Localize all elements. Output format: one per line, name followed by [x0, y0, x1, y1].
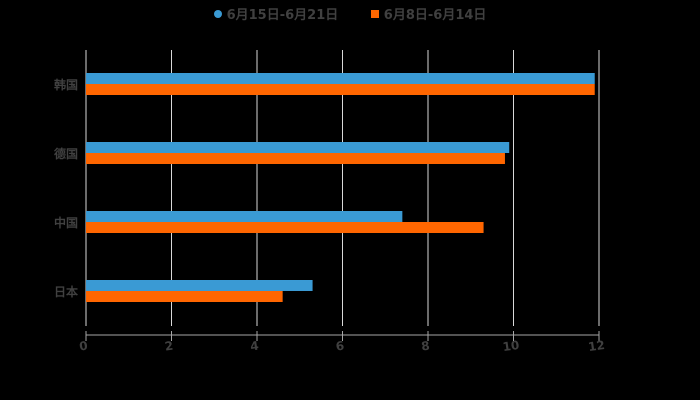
legend-dot-icon [213, 9, 222, 18]
x-tick-label: 10 [502, 338, 520, 354]
bar-series1 [86, 73, 595, 84]
category-label: 中国 [54, 215, 78, 230]
legend-item-series2[interactable]: 6月8日-6月14日 [370, 4, 487, 23]
x-tick-label: 12 [587, 338, 605, 354]
legend-item-series1[interactable]: 6月15日-6月21日 [213, 4, 339, 23]
bar-series1 [86, 142, 510, 153]
bar-series1 [86, 280, 313, 291]
x-tick-label: 4 [249, 339, 259, 354]
bar-series2 [86, 153, 505, 164]
x-tick-label: 6 [335, 339, 345, 354]
legend-label-series1: 6月15日-6月21日 [226, 8, 339, 23]
category-label: 德国 [54, 146, 78, 161]
chart-legend: 6月15日-6月21日 6月8日-6月14日 [0, 4, 700, 23]
category-label: 韩国 [54, 77, 78, 92]
x-tick-label: 8 [420, 339, 430, 354]
x-tick-label: 0 [78, 339, 88, 354]
bar-series1 [86, 211, 403, 222]
bar-series2 [86, 84, 595, 95]
bar-series2 [86, 222, 484, 233]
x-tick-label: 2 [164, 339, 174, 354]
legend-square-icon [370, 9, 379, 18]
category-label: 日本 [54, 284, 78, 299]
legend-label-series2: 6月8日-6月14日 [383, 8, 487, 23]
bar-series2 [86, 291, 283, 302]
